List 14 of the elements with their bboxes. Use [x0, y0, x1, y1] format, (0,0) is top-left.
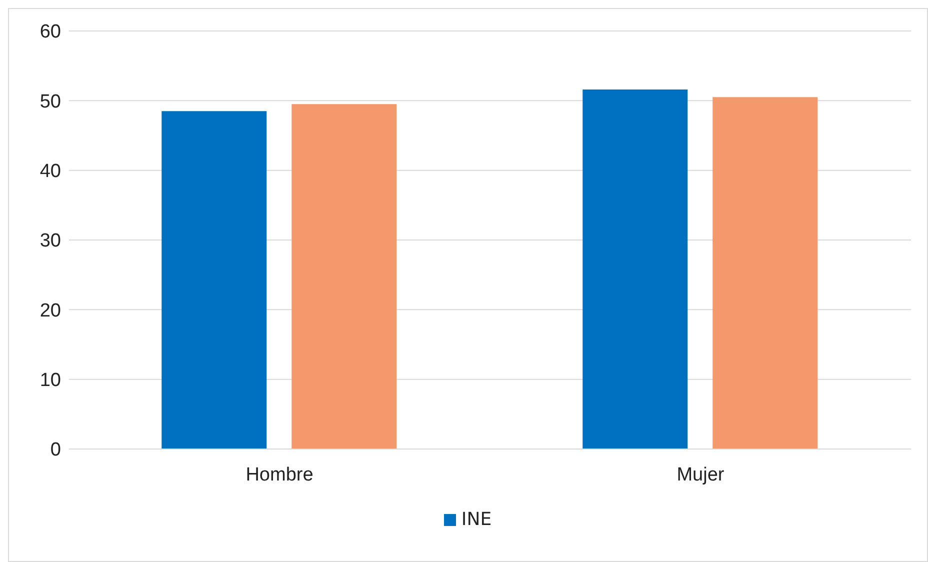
y-tick-label: 50: [40, 91, 61, 112]
y-tick-label: 60: [40, 22, 61, 43]
bar: [292, 104, 397, 449]
y-tick-label: 0: [50, 440, 61, 461]
y-tick-label: 30: [40, 230, 61, 252]
x-tick-label: Mujer: [676, 464, 725, 486]
bar: [712, 97, 818, 449]
y-tick-label: 20: [40, 300, 61, 322]
bar: [162, 111, 267, 449]
y-tick-label: 40: [40, 161, 61, 182]
bar: [582, 90, 688, 449]
legend-label: INE: [461, 509, 492, 530]
y-tick-label: 10: [40, 370, 61, 392]
x-tick-label: Hombre: [246, 464, 314, 486]
